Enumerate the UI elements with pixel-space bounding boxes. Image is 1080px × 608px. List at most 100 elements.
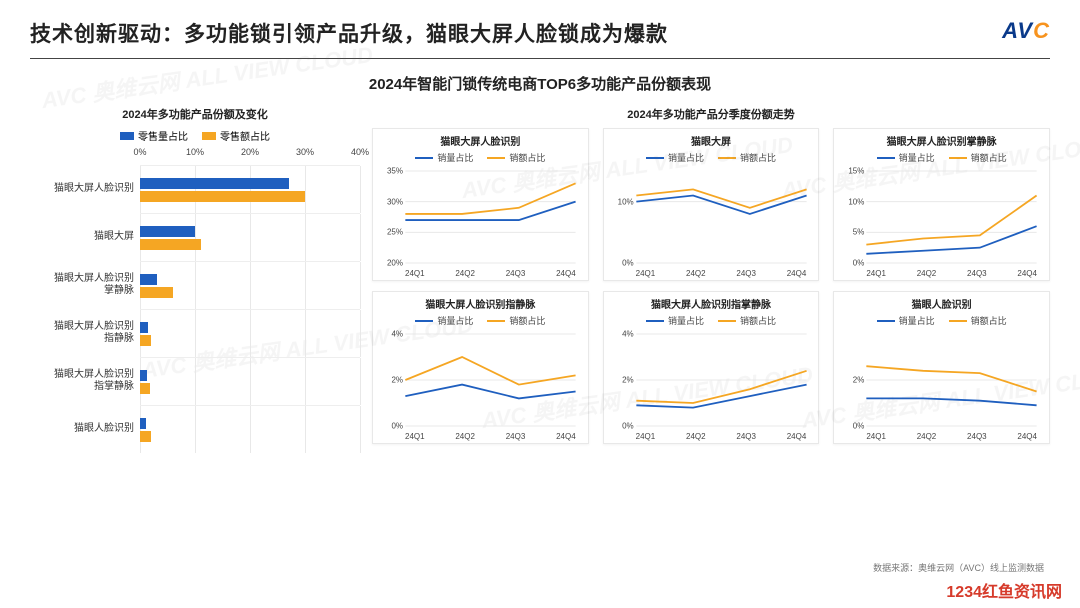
bar-value-a bbox=[140, 322, 148, 333]
bar-category-label: 猫眼大屏人脸识别指掌静脉 bbox=[30, 357, 140, 405]
mini-x-tick: 24Q1 bbox=[636, 432, 656, 441]
avc-logo: AVC bbox=[1002, 18, 1050, 44]
legend-label: 销量占比 bbox=[668, 314, 704, 327]
mini-x-tick: 24Q2 bbox=[917, 269, 937, 278]
legend-item-b: 销额占比 bbox=[487, 314, 545, 327]
mini-x-tick: 24Q3 bbox=[736, 269, 756, 278]
mini-chart: 猫眼大屏人脸识别指掌静脉销量占比销额占比0%2%4%24Q124Q224Q324… bbox=[603, 291, 820, 444]
mini-y-tick: 2% bbox=[622, 376, 634, 385]
mini-y-tick: 15% bbox=[848, 167, 864, 176]
mini-chart: 猫眼大屏销量占比销额占比0%10%24Q124Q224Q324Q4 bbox=[603, 128, 820, 281]
legend-line-orange bbox=[949, 157, 967, 159]
mini-chart-legend: 销量占比 销额占比 bbox=[840, 314, 1043, 327]
bar-chart-x-axis: 0%10%20%30%40% bbox=[140, 147, 360, 165]
mini-y-tick: 0% bbox=[853, 259, 865, 268]
mini-chart-legend: 销量占比销额占比 bbox=[610, 314, 813, 327]
legend-label: 销额占比 bbox=[509, 151, 545, 164]
mini-chart-legend: 销量占比销额占比 bbox=[379, 314, 582, 327]
mini-x-tick: 24Q1 bbox=[405, 269, 425, 278]
bar-value-b bbox=[140, 335, 151, 346]
mini-x-tick: 24Q4 bbox=[556, 432, 576, 441]
mini-y-tick: 2% bbox=[391, 376, 403, 385]
legend-label: 销额占比 bbox=[971, 314, 1007, 327]
bar-value-a bbox=[140, 226, 195, 237]
mini-chart-legend: 销量占比 销额占比 bbox=[379, 151, 582, 164]
bar-row: 猫眼大屏人脸识别指静脉 bbox=[30, 309, 360, 357]
bar-x-tick: 30% bbox=[296, 147, 314, 157]
legend-line-blue bbox=[877, 320, 895, 322]
main-chart-title: 2024年智能门锁传统电商TOP6多功能产品份额表现 bbox=[30, 73, 1050, 94]
legend-item-blue: 零售量占比 bbox=[120, 128, 188, 143]
legend-swatch-orange bbox=[202, 132, 216, 140]
page-title: 技术创新驱动：多功能锁引领产品升级，猫眼大屏人脸锁成为爆款 bbox=[30, 18, 668, 48]
bar-value-b bbox=[140, 191, 305, 202]
mini-chart-plot: 0% 5% 10% 15% bbox=[840, 167, 1043, 267]
mini-charts-panel: 2024年多功能产品分季度份额走势 猫眼大屏人脸识别销量占比销额占比20%25%… bbox=[372, 106, 1050, 453]
bar-x-tick: 20% bbox=[241, 147, 259, 157]
legend-item-a: 销量占比 bbox=[415, 151, 473, 164]
mini-x-tick: 24Q1 bbox=[405, 432, 425, 441]
mini-y-tick: 10% bbox=[618, 197, 634, 206]
mini-x-axis: 24Q124Q224Q324Q4 bbox=[610, 430, 813, 441]
bar-area bbox=[140, 165, 360, 213]
mini-x-tick: 24Q4 bbox=[787, 269, 807, 278]
mini-x-tick: 24Q4 bbox=[1017, 432, 1037, 441]
mini-chart: 猫眼大屏人脸识别掌静脉销量占比销额占比0%5%10%15%24Q124Q224Q… bbox=[833, 128, 1050, 281]
mini-y-tick: 4% bbox=[391, 330, 403, 339]
slide-page: AVC 奥维云网 ALL VIEW CLOUD AVC 奥维云网 ALL VIE… bbox=[0, 0, 1080, 608]
bar-value-b bbox=[140, 239, 201, 250]
mini-y-tick: 10% bbox=[848, 197, 864, 206]
mini-y-tick: 35% bbox=[387, 167, 403, 176]
legend-item-b: 销额占比 bbox=[949, 314, 1007, 327]
legend-item-a: 销量占比 bbox=[877, 314, 935, 327]
mini-charts-subtitle: 2024年多功能产品分季度份额走势 bbox=[372, 106, 1050, 122]
mini-y-tick: 0% bbox=[853, 422, 865, 431]
legend-line-blue bbox=[415, 320, 433, 322]
legend-line-blue bbox=[877, 157, 895, 159]
mini-chart-legend: 销量占比 销额占比 bbox=[610, 151, 813, 164]
bar-value-a bbox=[140, 178, 289, 189]
mini-y-tick: 5% bbox=[853, 228, 865, 237]
bar-area bbox=[140, 309, 360, 357]
bar-value-b bbox=[140, 383, 150, 394]
bar-value-b bbox=[140, 287, 173, 298]
mini-x-tick: 24Q3 bbox=[506, 269, 526, 278]
mini-chart-plot: 0% 2% 4% bbox=[379, 330, 582, 430]
mini-x-axis: 24Q124Q224Q324Q4 bbox=[379, 267, 582, 278]
mini-x-tick: 24Q2 bbox=[917, 432, 937, 441]
legend-label-b: 零售额占比 bbox=[220, 128, 270, 143]
legend-item-b: 销额占比 bbox=[718, 151, 776, 164]
mini-y-tick: 20% bbox=[387, 259, 403, 268]
content-row: 2024年多功能产品份额及变化 零售量占比 零售额占比 0%10%20%30%4… bbox=[30, 106, 1050, 453]
mini-charts-grid: 猫眼大屏人脸识别销量占比销额占比20%25%30%35%24Q124Q224Q3… bbox=[372, 128, 1050, 444]
mini-chart-plot: 0%2% bbox=[840, 330, 1043, 430]
legend-item-b: 销额占比 bbox=[487, 151, 545, 164]
bar-x-tick: 10% bbox=[186, 147, 204, 157]
legend-line-orange bbox=[718, 157, 736, 159]
mini-y-tick: 30% bbox=[387, 197, 403, 206]
mini-y-tick: 0% bbox=[622, 422, 634, 431]
legend-line-orange bbox=[487, 320, 505, 322]
logo-accent: C bbox=[1033, 18, 1050, 44]
logo-text: AV bbox=[1002, 18, 1033, 44]
mini-y-tick: 0% bbox=[391, 422, 403, 431]
legend-label-a: 零售量占比 bbox=[138, 128, 188, 143]
mini-x-tick: 24Q3 bbox=[967, 432, 987, 441]
legend-label: 销量占比 bbox=[668, 151, 704, 164]
legend-label: 销量占比 bbox=[437, 151, 473, 164]
legend-label: 销量占比 bbox=[899, 314, 935, 327]
bar-row: 猫眼大屏人脸识别掌静脉 bbox=[30, 261, 360, 309]
mini-x-tick: 24Q2 bbox=[455, 432, 475, 441]
bar-value-a bbox=[140, 274, 157, 285]
legend-swatch-blue bbox=[120, 132, 134, 140]
bar-value-b bbox=[140, 431, 151, 442]
mini-x-tick: 24Q2 bbox=[686, 432, 706, 441]
footer-brand: 1234红鱼资讯网 bbox=[946, 578, 1062, 602]
mini-chart-title: 猫眼大屏人脸识别 bbox=[379, 133, 582, 148]
legend-label: 销额占比 bbox=[971, 151, 1007, 164]
mini-x-tick: 24Q2 bbox=[455, 269, 475, 278]
legend-item-a: 销量占比 bbox=[646, 314, 704, 327]
bar-area bbox=[140, 357, 360, 405]
bar-category-label: 猫眼大屏 bbox=[30, 213, 140, 261]
bar-x-tick: 0% bbox=[133, 147, 146, 157]
